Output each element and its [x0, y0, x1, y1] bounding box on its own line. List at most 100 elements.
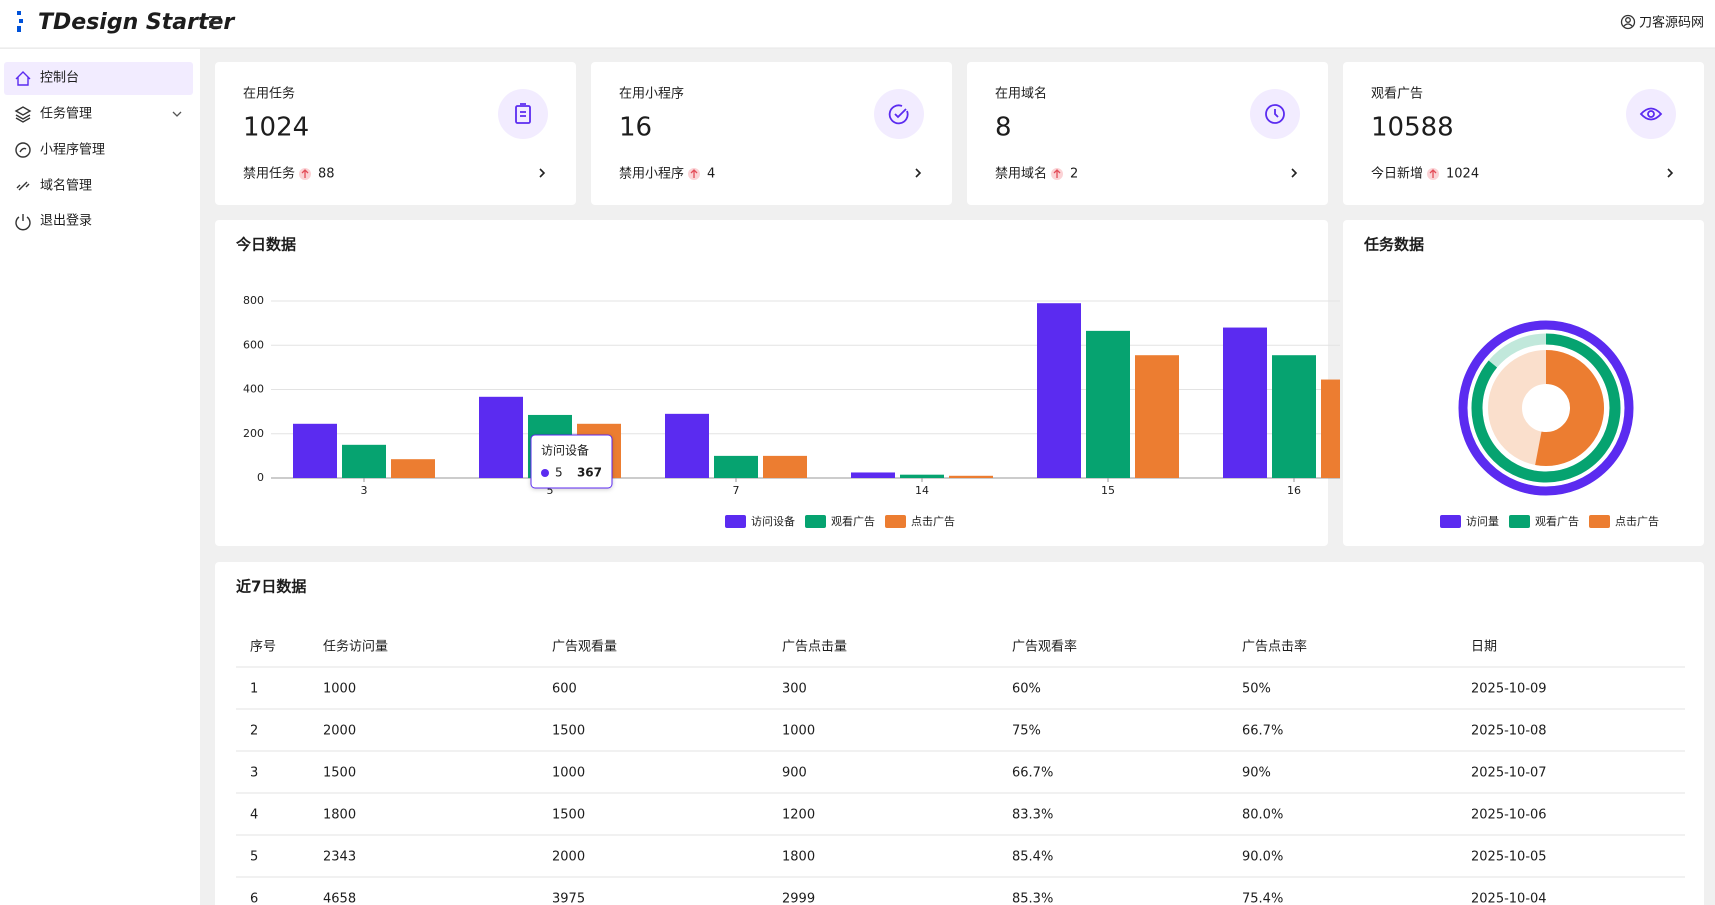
icon-mini: [19, 147, 27, 153]
bar[interactable]: [293, 423, 337, 478]
stat-sub-label: 今日新增: [1371, 166, 1423, 182]
tooltip-category: 5: [555, 466, 563, 480]
menu-item[interactable]: 小程序管理: [40, 143, 105, 158]
stat-icon-bg: [498, 89, 548, 139]
bar[interactable]: [1086, 330, 1130, 478]
panel-title: 今日数据: [235, 236, 296, 254]
bar[interactable]: [851, 472, 895, 478]
card-link[interactable]: [539, 168, 546, 178]
bar[interactable]: [342, 444, 386, 478]
table-cell: 5: [250, 850, 258, 865]
menu-item[interactable]: 退出登录: [40, 214, 92, 229]
stat-card: [591, 62, 952, 205]
user-icon[interactable]: [1620, 14, 1636, 30]
bar[interactable]: [391, 459, 435, 478]
stat-icon: [1265, 104, 1285, 124]
trend-up-icon: [1053, 169, 1061, 178]
menu-item[interactable]: 任务管理: [40, 106, 92, 122]
legend-swatch[interactable]: [1440, 515, 1461, 528]
menu-icon[interactable]: [15, 71, 31, 86]
menu-icon[interactable]: [15, 214, 31, 231]
table-cell: 1: [250, 682, 258, 697]
menu-toggle[interactable]: [209, 16, 221, 28]
table-cell: 75.4%: [1242, 892, 1283, 905]
legend-swatch[interactable]: [1589, 515, 1610, 528]
table-cell: 2000: [552, 850, 585, 865]
table-cell: 3: [250, 766, 258, 781]
bar[interactable]: [1272, 355, 1316, 478]
bar[interactable]: [1321, 379, 1365, 478]
stat-icon: [515, 103, 531, 124]
legend-swatch[interactable]: [725, 515, 746, 528]
legend-label[interactable]: 点击广告: [911, 515, 955, 528]
card-link[interactable]: [1667, 168, 1674, 178]
bar[interactable]: [1223, 327, 1267, 478]
menu-icon[interactable]: [15, 142, 31, 158]
legend-swatch[interactable]: [885, 515, 906, 528]
bar[interactable]: [479, 396, 523, 478]
panel-title: 近7日数据: [236, 578, 306, 596]
table-cell: 4: [250, 808, 258, 823]
table-cell: 1800: [323, 808, 356, 823]
bar[interactable]: [665, 413, 709, 478]
table-cell: 6: [250, 892, 258, 905]
table-cell: 2000: [323, 724, 356, 739]
legend-swatch[interactable]: [805, 515, 826, 528]
stat-value: 10588: [1371, 113, 1454, 143]
table-cell: 2025-10-05: [1471, 850, 1547, 865]
bar[interactable]: [714, 455, 758, 478]
icon-power: [15, 216, 31, 231]
legend-swatch[interactable]: [1509, 515, 1530, 528]
table-cell: 2: [250, 724, 258, 739]
legend-label[interactable]: 访问设备: [751, 514, 795, 528]
ring-arc[interactable]: [1535, 350, 1604, 466]
legend-label[interactable]: 观看广告: [1535, 514, 1579, 528]
stat-sub-value: 4: [707, 167, 715, 182]
bar[interactable]: [900, 474, 944, 478]
legend-label[interactable]: 点击广告: [1615, 515, 1659, 528]
y-tick-label: 400: [243, 383, 264, 396]
stat-label: 在用域名: [995, 86, 1047, 102]
stat-sub-value: 2: [1070, 167, 1078, 182]
table-cell: 300: [782, 682, 807, 697]
menu-item[interactable]: 域名管理: [40, 178, 92, 194]
bar[interactable]: [1135, 355, 1179, 478]
menu-icon[interactable]: [16, 181, 30, 191]
tooltip-series: 访问设备: [541, 444, 589, 458]
icon-link: [16, 181, 30, 191]
bar[interactable]: [949, 475, 993, 478]
table-cell: 4658: [323, 892, 356, 905]
stat-icon-bg: [874, 89, 924, 139]
x-tick-label: 14: [915, 484, 929, 497]
y-tick-label: 800: [243, 294, 264, 307]
legend-label[interactable]: 访问量: [1466, 515, 1499, 528]
menu-item[interactable]: 控制台: [40, 71, 79, 86]
stat-sub-label: 禁用小程序: [619, 167, 684, 182]
user-name[interactable]: 刀客源码网: [1639, 15, 1704, 31]
bar[interactable]: [763, 455, 807, 478]
ring-arc[interactable]: [1458, 320, 1634, 496]
panel-title: 任务数据: [1363, 236, 1424, 254]
card-link[interactable]: [915, 168, 922, 178]
logo-mark: [19, 19, 23, 23]
table-cell: 75%: [1012, 724, 1041, 739]
table-cell: 66.7%: [1012, 766, 1053, 781]
tooltip-value: 367: [577, 466, 602, 480]
menu-expand[interactable]: [172, 111, 182, 117]
header-bar: [0, 0, 1715, 48]
sidebar: [0, 49, 200, 905]
table-cell: 60%: [1012, 682, 1041, 697]
bar[interactable]: [1037, 303, 1081, 478]
stat-label: 观看广告: [1371, 86, 1423, 102]
logo-mark: [17, 11, 21, 15]
card-link[interactable]: [1291, 168, 1298, 178]
legend-label[interactable]: 观看广告: [831, 514, 875, 528]
icon-check: [894, 108, 907, 119]
icon-clock: [1274, 109, 1279, 118]
stat-value: 16: [619, 113, 652, 143]
stat-sub-label: 禁用任务: [243, 166, 295, 182]
table-cell: 85.3%: [1012, 892, 1053, 905]
menu-icon[interactable]: [14, 106, 32, 123]
ring-arc[interactable]: [1471, 333, 1621, 483]
